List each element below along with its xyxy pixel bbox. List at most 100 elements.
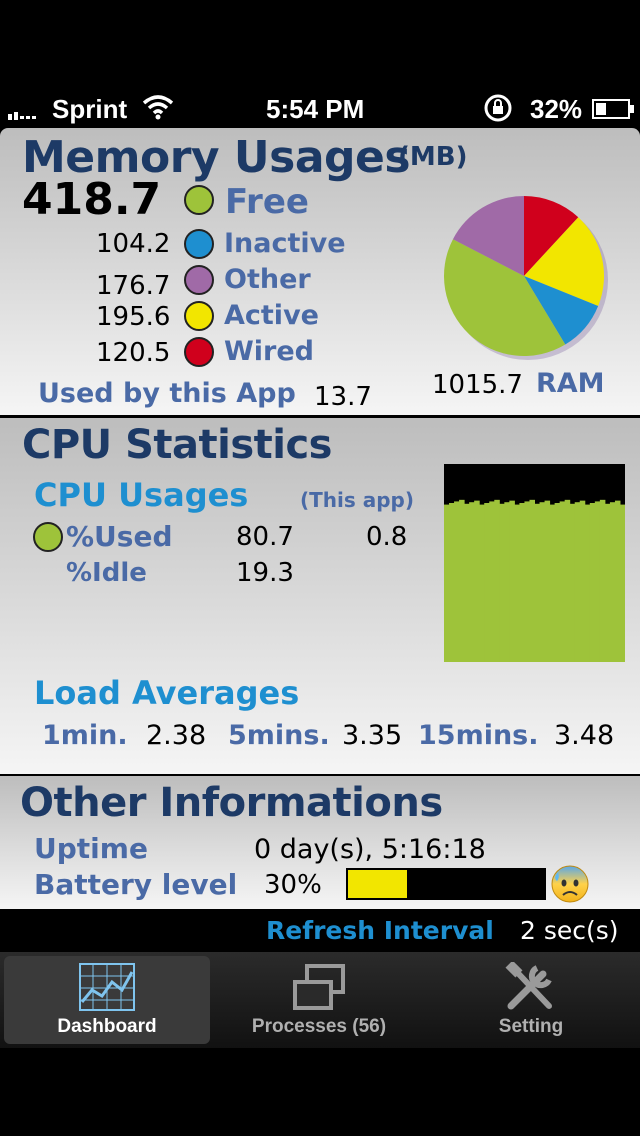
cpu-graph-bar <box>474 500 480 662</box>
cpu-title: CPU Statistics <box>22 422 333 468</box>
used-by-app-label: Used by this App <box>38 378 296 409</box>
cpu-usages-title: CPU Usages <box>34 476 249 514</box>
rotation-lock-icon <box>482 92 514 131</box>
cpu-graph-bar <box>604 503 611 662</box>
cpu-graph-bar <box>459 499 465 662</box>
free-dot <box>184 185 214 215</box>
cpu-graph-bar <box>589 503 596 662</box>
active-label: Active <box>224 300 319 331</box>
tab-dashboard-label: Dashboard <box>57 1016 157 1037</box>
ram-value: 1015.7 <box>432 370 523 400</box>
cpu-graph-bar <box>484 503 490 662</box>
wired-dot <box>184 337 214 367</box>
cpu-graph-bar <box>609 502 616 662</box>
tab-processes-label: Processes (56) <box>251 1016 387 1037</box>
memory-title: Memory Usages <box>22 132 411 183</box>
carrier-label: Sprint <box>52 94 128 124</box>
idle-value: 19.3 <box>236 558 294 588</box>
battery-level-fill <box>348 870 407 898</box>
cpu-graph-bar <box>574 502 581 662</box>
uptime-value: 0 day(s), 5:16:18 <box>254 834 486 865</box>
uptime-label: Uptime <box>34 832 148 865</box>
used-value: 80.7 <box>236 522 294 552</box>
cpu-graph-bar <box>544 500 551 662</box>
wired-label: Wired <box>224 336 314 367</box>
battery-icon <box>592 96 636 127</box>
cpu-graph-bar <box>519 503 525 662</box>
cpu-graph-bar <box>579 500 586 662</box>
active-dot <box>184 301 214 331</box>
other-label: Other <box>224 264 311 295</box>
cpu-graph-bar <box>494 499 500 662</box>
cpu-graph-bar <box>534 503 541 662</box>
cpu-graph-bar <box>499 503 505 662</box>
cpu-graph-bar <box>529 499 535 662</box>
load-averages-title: Load Averages <box>34 674 300 712</box>
cpu-graph-bar <box>489 501 495 662</box>
cpu-graph-bar <box>524 501 530 662</box>
this-app-label: (This app) <box>300 488 415 512</box>
ram-label: RAM <box>536 368 605 399</box>
refresh-interval-label: Refresh Interval <box>266 916 494 945</box>
inactive-dot <box>184 229 214 259</box>
other-info-panel: Other Informations Uptime 0 day(s), 5:16… <box>0 776 640 909</box>
windows-icon <box>293 964 345 1010</box>
battery-level-value: 30% <box>264 870 322 900</box>
pie-slice-active <box>524 217 604 307</box>
other-dot <box>184 265 214 295</box>
cpu-graph-bar <box>594 501 601 662</box>
wifi-icon <box>142 94 174 127</box>
free-value: 418.7 <box>22 174 162 225</box>
load-1min-value: 2.38 <box>146 720 207 751</box>
tab-dashboard[interactable]: Dashboard <box>4 956 210 1044</box>
cpu-graph-bar <box>569 503 576 662</box>
memory-unit: (MB) <box>398 142 468 172</box>
cpu-graph-bar <box>564 499 571 662</box>
tab-setting[interactable]: Setting <box>428 956 634 1044</box>
cpu-graph-bar <box>449 503 455 662</box>
inactive-label: Inactive <box>224 228 346 259</box>
cpu-graph-bar <box>539 502 546 662</box>
idle-label: %Idle <box>66 558 147 588</box>
wired-value: 120.5 <box>96 338 171 368</box>
pie-slice-inactive <box>524 276 599 345</box>
pie-slice-wired <box>524 196 579 276</box>
cpu-graph-bar <box>559 501 566 662</box>
cpu-graph-bar <box>469 502 475 662</box>
refresh-interval-value[interactable]: 2 sec(s) <box>520 916 619 945</box>
used-app-value: 0.8 <box>366 522 408 552</box>
clock: 5:54 PM <box>266 94 365 124</box>
battery-level-bar <box>346 868 546 900</box>
cpu-graph-bar <box>584 504 591 662</box>
load-5mins-label: 5mins. <box>228 720 330 751</box>
used-dot <box>33 522 63 552</box>
pie-slice-other <box>452 196 524 276</box>
refresh-interval-bar: Refresh Interval 2 sec(s) <box>0 910 640 952</box>
tab-setting-label: Setting <box>498 1016 564 1037</box>
cpu-graph-bar <box>444 504 450 662</box>
inactive-value: 104.2 <box>96 229 171 259</box>
free-label: Free <box>225 182 309 222</box>
active-value: 195.6 <box>96 302 171 332</box>
cpu-graph-bar <box>619 504 625 662</box>
tools-icon <box>505 962 552 1010</box>
cpu-graph-bar <box>454 501 460 662</box>
tab-processes[interactable]: Processes (56) <box>216 956 422 1044</box>
cpu-graph-bar <box>464 503 470 662</box>
memory-panel: Memory Usages (MB) 418.7 Free 104.2 Inac… <box>0 128 640 415</box>
status-bar: Sprint 5:54 PM 32% <box>0 88 640 128</box>
worried-face-icon <box>550 864 590 908</box>
cpu-graph-bar <box>549 504 556 662</box>
cpu-graph-bar <box>599 499 606 662</box>
battery-percent: 32% <box>530 94 583 124</box>
tab-bar: Dashboard Processes (56) Setting <box>0 952 640 1048</box>
signal-icon <box>8 96 48 120</box>
battery-level-label: Battery level <box>34 868 238 901</box>
load-15mins-label: 15mins. <box>418 720 539 751</box>
load-15mins-value: 3.48 <box>554 720 615 751</box>
load-5mins-value: 3.35 <box>342 720 403 751</box>
chart-icon <box>79 963 135 1011</box>
load-1min-label: 1min. <box>42 720 128 751</box>
pie-slice-free <box>444 239 566 356</box>
cpu-usage-graph <box>444 464 625 662</box>
